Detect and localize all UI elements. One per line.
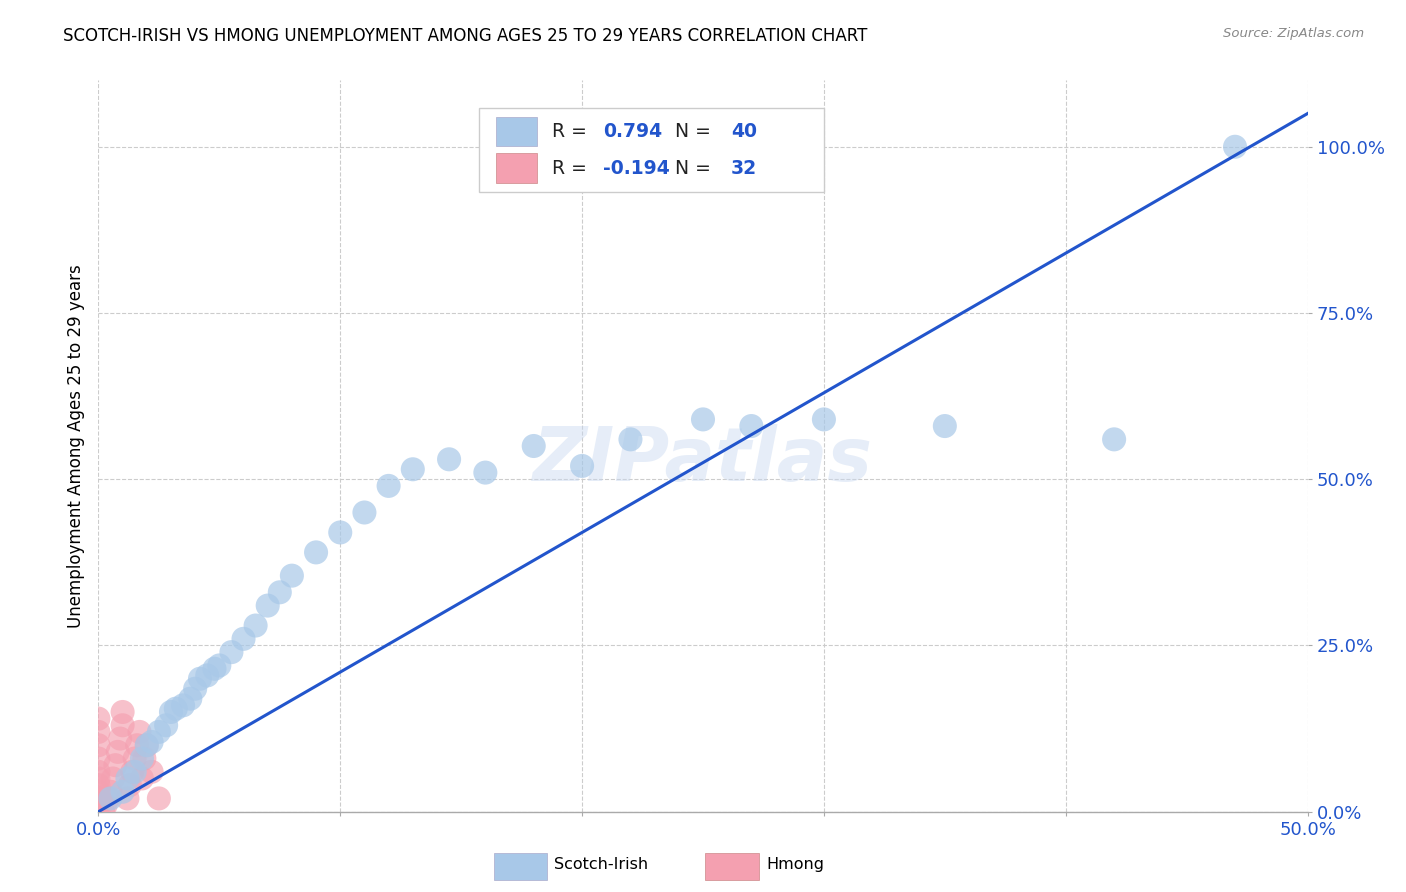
FancyBboxPatch shape <box>479 108 824 192</box>
Point <box>87 725 110 739</box>
Point <box>131 751 153 765</box>
Point <box>195 668 218 682</box>
Point <box>1102 433 1125 447</box>
Point <box>523 439 546 453</box>
Point <box>160 705 183 719</box>
Point <box>127 738 149 752</box>
Point <box>813 412 835 426</box>
Text: 40: 40 <box>731 122 756 141</box>
Point <box>100 785 122 799</box>
Point <box>87 738 110 752</box>
Text: R =: R = <box>551 159 593 178</box>
Point <box>118 778 141 792</box>
Text: Source: ZipAtlas.com: Source: ZipAtlas.com <box>1223 27 1364 40</box>
Point <box>135 738 157 752</box>
Point <box>131 772 153 786</box>
FancyBboxPatch shape <box>496 117 537 146</box>
Point <box>107 745 129 759</box>
Point <box>111 718 134 732</box>
Point <box>1223 140 1246 154</box>
Point <box>87 805 110 819</box>
Point <box>117 772 139 786</box>
Point <box>184 681 207 696</box>
Point <box>87 751 110 765</box>
Point <box>124 764 146 779</box>
Text: ZIPatlas: ZIPatlas <box>533 424 873 497</box>
Point <box>124 751 146 765</box>
FancyBboxPatch shape <box>494 853 547 880</box>
Point <box>87 785 110 799</box>
Point <box>329 525 352 540</box>
Text: -0.194: -0.194 <box>603 159 669 178</box>
Point <box>97 791 120 805</box>
Text: Hmong: Hmong <box>766 857 824 871</box>
Point <box>165 701 187 715</box>
Point <box>141 764 163 779</box>
Point <box>172 698 194 713</box>
Text: N =: N = <box>664 159 717 178</box>
Point <box>232 632 254 646</box>
Point <box>121 764 143 779</box>
Point <box>221 645 243 659</box>
Point <box>305 545 328 559</box>
Point <box>111 705 134 719</box>
Point <box>134 751 156 765</box>
Text: SCOTCH-IRISH VS HMONG UNEMPLOYMENT AMONG AGES 25 TO 29 YEARS CORRELATION CHART: SCOTCH-IRISH VS HMONG UNEMPLOYMENT AMONG… <box>63 27 868 45</box>
Point <box>437 452 460 467</box>
Point <box>256 599 278 613</box>
Text: Scotch-Irish: Scotch-Irish <box>554 857 648 871</box>
Y-axis label: Unemployment Among Ages 25 to 29 years: Unemployment Among Ages 25 to 29 years <box>66 264 84 628</box>
Point <box>619 433 641 447</box>
Point <box>740 419 762 434</box>
Text: R =: R = <box>551 122 599 141</box>
Point <box>87 712 110 726</box>
Point <box>208 658 231 673</box>
Point <box>474 466 496 480</box>
Point <box>101 772 124 786</box>
Point <box>108 731 131 746</box>
Point <box>353 506 375 520</box>
Text: 0.794: 0.794 <box>603 122 662 141</box>
FancyBboxPatch shape <box>706 853 759 880</box>
Point <box>204 662 226 676</box>
Point <box>179 691 201 706</box>
Point <box>934 419 956 434</box>
Point <box>91 805 114 819</box>
Text: 32: 32 <box>731 159 756 178</box>
FancyBboxPatch shape <box>496 153 537 183</box>
Point <box>269 585 291 599</box>
Point <box>135 738 157 752</box>
Point <box>87 798 110 813</box>
Point <box>94 798 117 813</box>
Point <box>692 412 714 426</box>
Point <box>281 568 304 582</box>
Point <box>128 725 150 739</box>
Point <box>111 785 134 799</box>
Point <box>148 725 170 739</box>
Point <box>87 778 110 792</box>
Point <box>402 462 425 476</box>
Point <box>100 791 122 805</box>
Point <box>141 735 163 749</box>
Point <box>155 718 177 732</box>
Point <box>87 772 110 786</box>
Text: N =: N = <box>664 122 717 141</box>
Point <box>104 758 127 772</box>
Point <box>571 458 593 473</box>
Point <box>87 791 110 805</box>
Point <box>377 479 399 493</box>
Point <box>148 791 170 805</box>
Point <box>245 618 267 632</box>
Point <box>188 672 211 686</box>
Point <box>117 791 139 805</box>
Point <box>87 764 110 779</box>
